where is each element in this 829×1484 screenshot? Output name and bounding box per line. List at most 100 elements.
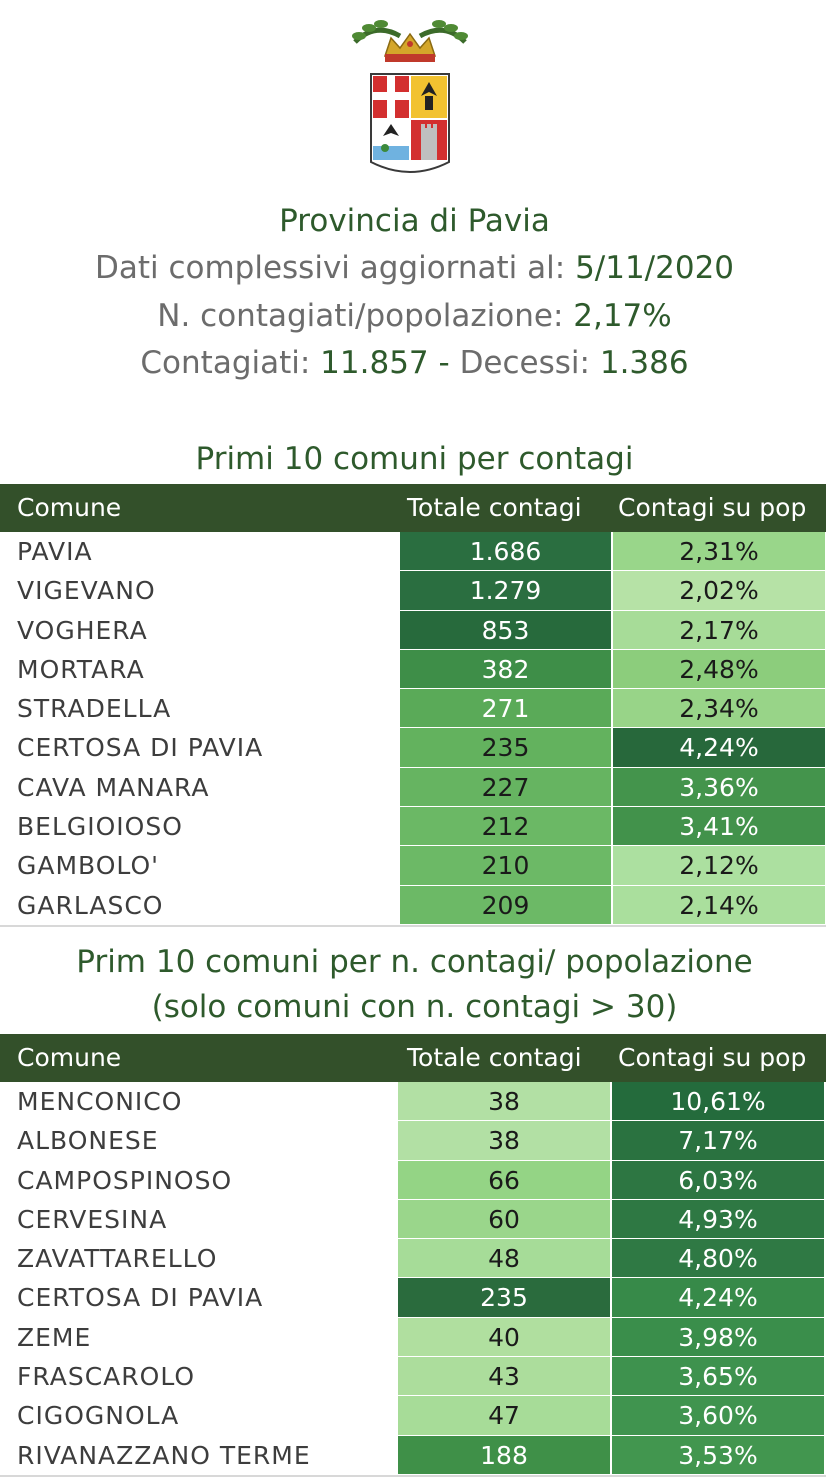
comune-name: CERTOSA DI PAVIA (17, 1283, 264, 1313)
table-row: CERTOSA DI PAVIA 235 4,24% (0, 728, 826, 767)
infection-rate-cell: 3,60% (612, 1396, 824, 1435)
infection-rate-cell: 3,98% (612, 1317, 824, 1357)
province-coat-of-arms (352, 20, 468, 173)
infection-rate-cell: 2,02% (613, 571, 825, 610)
table2-body: MENCONICO 38 10,61% ALBONESE 38 7,17% CAMPOSPI… (0, 1082, 826, 1475)
shield-icon (370, 73, 450, 173)
infection-rate-cell: 2,12% (613, 846, 825, 885)
comune-name: GAMBOLO' (17, 851, 160, 881)
province-title: Provincia di Pavia (279, 203, 550, 239)
table2-title-line2: (solo comuni con n. contagi > 30) (151, 989, 678, 1025)
comune-name: BELGIOIOSO (17, 812, 183, 842)
comune-name: MENCONICO (17, 1087, 183, 1116)
table-row: FRASCAROLO 43 3,65% (0, 1357, 826, 1396)
update-date-label: Dati complessivi aggiornati al: (94, 250, 576, 286)
comune-name: STRADELLA (17, 694, 172, 724)
total-infections-cell: 271 (400, 689, 611, 728)
total-infections-cell: 212 (400, 807, 611, 846)
total-infections-cell: 209 (400, 885, 611, 924)
col-contagi-su-pop: Contagi su pop (618, 1043, 807, 1072)
table-row: STRADELLA 271 2,34% (0, 689, 826, 728)
infected-value: 11.857 (320, 345, 429, 381)
comune-name: VIGEVANO (17, 576, 156, 606)
laurel-icon (352, 20, 468, 44)
total-infections-cell: 60 (398, 1199, 610, 1239)
comune-name: VOGHERA (17, 615, 148, 645)
table-row: MORTARA 382 2,48% (0, 649, 826, 689)
total-infections-cell: 40 (398, 1317, 610, 1357)
table-row: GARLASCO 209 2,14% (0, 885, 826, 925)
infection-rate-cell: 6,03% (612, 1160, 824, 1199)
total-infections-cell: 38 (398, 1121, 610, 1160)
infection-rate-label: N. contagiati/popolazione: (157, 298, 574, 334)
infected-label: Contagiati: (140, 345, 321, 381)
comune-name: ZEME (17, 1322, 92, 1352)
table-row: MENCONICO 38 10,61% (0, 1082, 826, 1121)
infection-rate-cell: 3,53% (612, 1435, 824, 1474)
total-infections-cell: 48 (398, 1239, 610, 1278)
table-row: ZAVATTARELLO 48 4,80% (0, 1239, 826, 1278)
col-comune: Comune (17, 1043, 122, 1072)
table-row: VIGEVANO 1.279 2,02% (0, 571, 826, 610)
table1-title: Primi 10 comuni per contagi (195, 441, 634, 477)
top-by-rate-table: Comune Totale contagi Contagi su pop MEN… (0, 1034, 826, 1475)
infection-rate-cell: 7,17% (612, 1121, 824, 1160)
infection-rate-cell: 3,41% (613, 807, 825, 846)
total-infections-cell: 235 (400, 728, 611, 767)
comune-name: ALBONESE (17, 1126, 159, 1156)
col-contagi-su-pop: Contagi su pop (618, 493, 807, 522)
infection-rate-cell: 4,80% (612, 1239, 824, 1278)
deaths-label: Decessi: (459, 345, 600, 381)
comune-name: ZAVATTARELLO (17, 1244, 218, 1274)
table1-body: PAVIA 1.686 2,31% VIGEVANO 1.279 2,02% VOGHERA… (0, 532, 826, 925)
comune-name: CAMPOSPINOSO (17, 1165, 233, 1195)
total-infections-cell: 66 (398, 1160, 610, 1199)
comune-name: RIVANAZZANO TERME (17, 1440, 311, 1470)
total-infections-cell: 38 (398, 1082, 610, 1121)
infection-rate-cell: 2,17% (613, 610, 825, 649)
infection-rate-cell: 4,24% (613, 728, 825, 767)
table-row: BELGIOIOSO 212 3,41% (0, 807, 826, 846)
total-infections-cell: 1.686 (400, 532, 611, 571)
infection-rate-cell: 3,36% (613, 767, 825, 807)
total-infections-cell: 47 (398, 1396, 610, 1435)
comune-name: CERVESINA (17, 1204, 168, 1234)
total-infections-cell: 188 (398, 1435, 610, 1474)
update-date-value: 5/11/2020 (575, 250, 735, 286)
total-infections-cell: 853 (400, 610, 611, 649)
col-comune: Comune (17, 493, 122, 522)
table-row: CAMPOSPINOSO 66 6,03% (0, 1160, 826, 1200)
table1-header: Comune Totale contagi Contagi su pop (0, 484, 826, 532)
infection-rate-cell: 2,31% (613, 532, 825, 571)
table2-header: Comune Totale contagi Contagi su pop (0, 1034, 826, 1082)
comune-name: CERTOSA DI PAVIA (17, 733, 264, 763)
update-date-line: Dati complessivi aggiornati al: 5/11/202… (0, 250, 829, 286)
comune-name: PAVIA (17, 537, 93, 566)
comune-name: CAVA MANARA (17, 772, 210, 802)
crown-icon (383, 32, 437, 62)
total-infections-cell: 382 (400, 649, 611, 689)
totals-line: Contagiati: 11.857 - Decessi: 1.386 (0, 345, 829, 381)
table-row: RIVANAZZANO TERME 188 3,53% (0, 1435, 826, 1475)
table-row: VOGHERA 853 2,17% (0, 610, 826, 650)
table-row: CAVA MANARA 227 3,36% (0, 767, 826, 807)
total-infections-cell: 43 (398, 1357, 610, 1396)
comune-name: GARLASCO (17, 890, 164, 920)
infection-rate-cell: 3,65% (612, 1357, 824, 1396)
table-row: CERVESINA 60 4,93% (0, 1199, 826, 1239)
table-row: GAMBOLO' 210 2,12% (0, 846, 826, 885)
total-infections-cell: 210 (400, 846, 611, 885)
top-by-infections-table: Comune Totale contagi Contagi su pop PAV… (0, 484, 826, 925)
infection-rate-cell: 4,24% (612, 1278, 824, 1317)
table-row: ZEME 40 3,98% (0, 1317, 826, 1357)
table-row: CERTOSA DI PAVIA 235 4,24% (0, 1278, 826, 1317)
table-row: ALBONESE 38 7,17% (0, 1121, 826, 1160)
table2-bottom-border (0, 1475, 826, 1477)
total-infections-cell: 1.279 (400, 571, 611, 610)
comune-name: MORTARA (17, 654, 145, 684)
infection-rate-line: N. contagiati/popolazione: 2,17% (0, 298, 829, 334)
deaths-value: 1.386 (599, 345, 689, 381)
total-infections-cell: 227 (400, 767, 611, 807)
comune-name: CIGOGNOLA (17, 1401, 180, 1431)
totals-separator: - (428, 345, 460, 381)
